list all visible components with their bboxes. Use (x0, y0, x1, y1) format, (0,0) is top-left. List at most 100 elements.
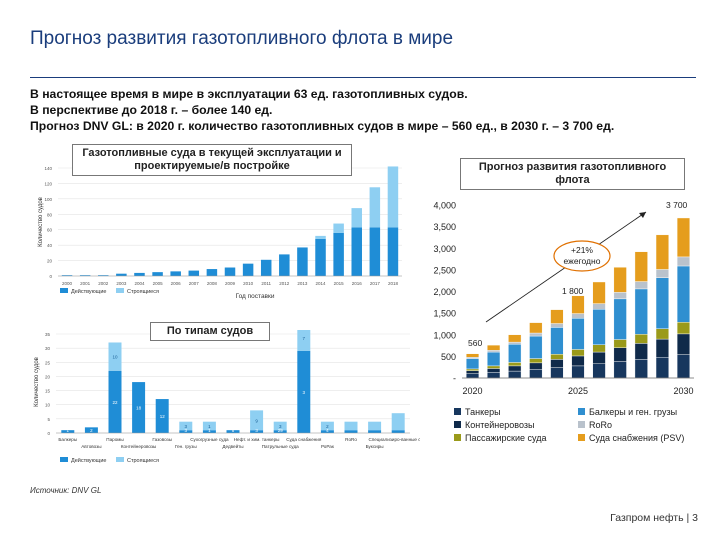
legend-label: Балкеры и ген. грузы (589, 407, 677, 417)
x-tick-label: Буксиры (366, 444, 384, 449)
legend-label: Танкеры (465, 407, 501, 417)
stack-segment (676, 333, 690, 355)
x-tick-label: 2013 (297, 281, 308, 286)
stack-segment (487, 368, 501, 373)
stack-segment (655, 277, 669, 329)
data-label: 8 (232, 428, 235, 433)
growth-callout: +21%ежегодно (553, 240, 611, 272)
y-tick-label: 20 (47, 259, 53, 264)
stack-segment (613, 347, 627, 362)
growth-callout-line-2: ежегодно (564, 256, 601, 266)
stack-segment (571, 295, 585, 314)
bar-operating (61, 275, 73, 276)
y-tick-label: 0 (49, 274, 52, 279)
stack-segment (571, 355, 585, 367)
bar-operating (391, 430, 405, 433)
stack-segment (655, 338, 669, 358)
fleet-forecast-chart: - 500 1,000 1,500 2,000 2,500 3,000 3,500 4,000 2… (433, 200, 694, 443)
bar-building (297, 330, 311, 351)
stack-segment (592, 303, 606, 310)
x-tick-label: 2012 (279, 281, 290, 286)
data-label: 22 (112, 400, 118, 405)
y-tick-label: 20 (45, 374, 51, 379)
data-label: 1 (67, 428, 70, 433)
stack-segment (613, 361, 627, 379)
y-axis-label: Количество судов (34, 357, 40, 407)
bar-building (351, 208, 362, 228)
bar-operating (226, 430, 240, 433)
stack-segment (655, 234, 669, 270)
bar-building (202, 421, 216, 431)
stack-segment (676, 354, 690, 379)
bar-operating (273, 430, 287, 433)
stack-segment (466, 368, 480, 371)
legend-swatch (578, 408, 585, 415)
y-tick-label: 4,000 (433, 201, 456, 211)
stack-segment (529, 362, 543, 370)
annotation-1800: 1 800 (562, 286, 584, 296)
bar-operating (369, 227, 381, 276)
bar-building (108, 342, 122, 371)
x-tick-label: 2025 (568, 386, 588, 396)
source-note: Источник: DNV GL (30, 486, 102, 495)
bar-operating (315, 238, 326, 276)
stack-segment (550, 309, 564, 324)
data-label: 2 (326, 424, 329, 429)
stack-segment (487, 372, 501, 379)
stack-segment (592, 309, 606, 345)
stack-segment (592, 351, 606, 364)
bar-building (391, 413, 405, 431)
footer-brand: Газпром нефть | 3 (610, 512, 698, 524)
stack-segment (655, 328, 669, 340)
stack-segment (529, 358, 543, 364)
bar-building (387, 166, 399, 228)
bar-operating (170, 271, 181, 276)
data-label: 29 (278, 428, 284, 433)
data-label: 3 (255, 428, 258, 433)
bar-operating (250, 430, 264, 433)
y-tick-label: 1,000 (433, 330, 456, 340)
trend-arrowhead (639, 212, 646, 218)
x-tick-label: 2002 (98, 281, 109, 286)
bar-building (369, 187, 381, 228)
data-label: 7 (303, 336, 306, 341)
bar-operating (279, 254, 290, 276)
growth-callout-line-1: +21% (571, 245, 593, 255)
bar-operating (84, 427, 98, 433)
y-tick-label: 10 (45, 403, 51, 408)
legend-swatch (578, 434, 585, 441)
bar-operating (224, 267, 236, 276)
bar-operating (387, 227, 399, 276)
y-tick-label: 15 (45, 389, 51, 394)
x-tick-label: 2030 (673, 386, 693, 396)
stack-segment (508, 365, 522, 372)
bar-operating (297, 247, 308, 276)
y-tick-label: 2,000 (433, 287, 456, 297)
stack-segment (613, 298, 627, 340)
x-tick-label: 2008 (207, 281, 218, 286)
x-tick-label: 2005 (153, 281, 164, 286)
title-divider (30, 77, 696, 78)
legend-swatch-building (116, 457, 124, 462)
bar-operating (134, 272, 145, 276)
x-tick-label: Паромы (106, 437, 123, 442)
y-tick-label: 35 (45, 332, 51, 337)
fleet-by-type-chart: 0 5 10 15 20 25 30 35 Балкеры Автовозы ПаромыКонте… (34, 330, 420, 464)
stack-segment (613, 267, 627, 293)
bar-operating (79, 275, 91, 276)
stack-segment (508, 370, 522, 379)
bar-operating (155, 399, 169, 433)
x-tick-label: Суда снабжения (286, 437, 322, 442)
x-tick-label: 2014 (316, 281, 327, 286)
x-tick-label: РоРак (321, 444, 335, 449)
x-tick-label: 2016 (352, 281, 363, 286)
bar-building (250, 410, 264, 431)
stack-segment (592, 363, 606, 379)
intro-line-3: Прогноз DNV GL: в 2020 г. количество газ… (30, 119, 615, 133)
intro-text: В настоящее время в мире в эксплуатации … (30, 86, 614, 134)
stack-segment (487, 351, 501, 367)
bar-building (320, 421, 334, 431)
bar-building (368, 421, 382, 431)
data-label: 1 (208, 424, 211, 429)
bar-operating (108, 370, 122, 433)
